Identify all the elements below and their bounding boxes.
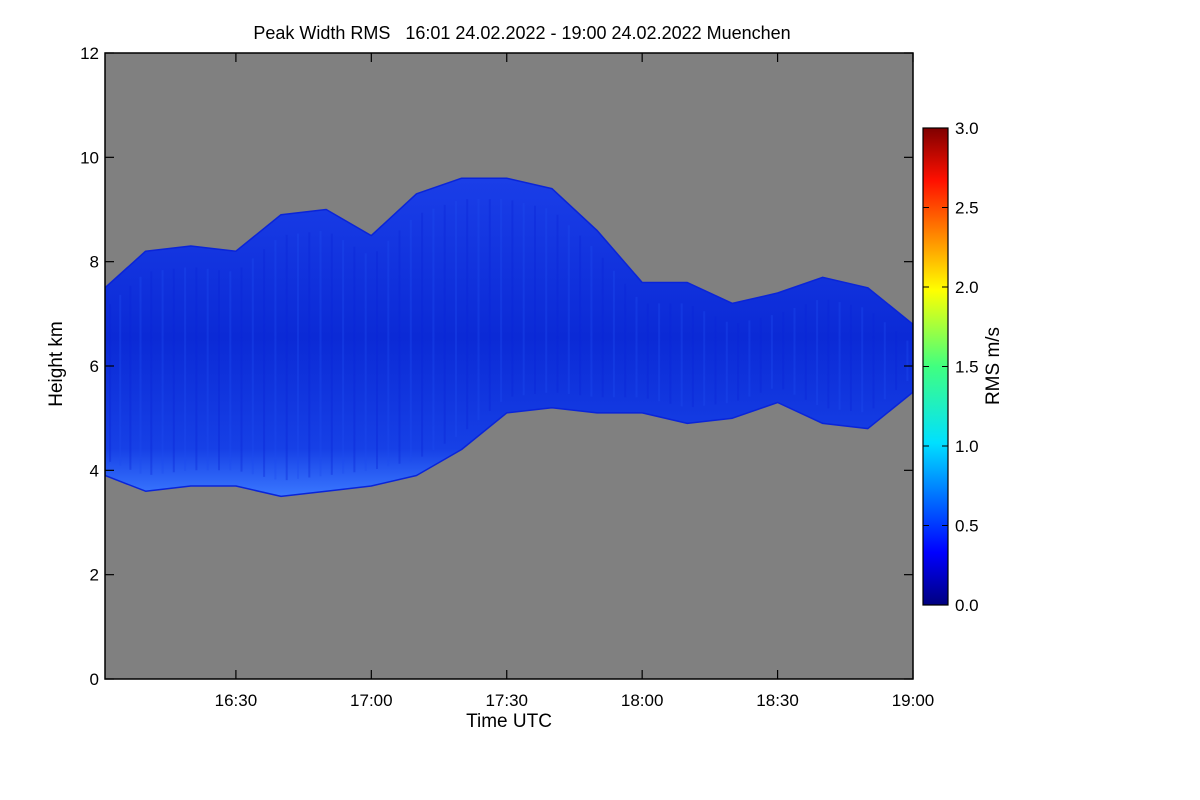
colorbar-ticks: 0.0 0.5 1.0 1.5 2.0 2.5 3.0 [923,119,979,615]
colorbar-tick-label: 0.0 [955,596,979,615]
y-axis-label: Height km [46,321,67,407]
chart-title: Peak Width RMS 16:01 24.02.2022 - 19:00 … [253,23,790,43]
y-tick-label: 8 [90,253,99,272]
y-tick-label: 2 [90,566,99,585]
colorbar-tick-label: 2.5 [955,199,979,218]
x-axis: 16:30 17:00 17:30 18:00 18:30 19:00 [215,53,935,710]
colorbar-tick-label: 3.0 [955,119,979,138]
colorbar-tick-label: 1.0 [955,437,979,456]
y-tick-label: 6 [90,357,99,376]
colorbar-label: RMS m/s [983,327,1004,405]
colorbar-tick-label: 1.5 [955,358,979,377]
colorbar-tick-label: 0.5 [955,517,979,536]
x-tick-label: 16:30 [215,691,258,710]
x-tick-label: 18:00 [621,691,664,710]
y-tick-label: 4 [90,461,99,480]
x-tick-label: 18:30 [756,691,799,710]
x-tick-label: 17:30 [485,691,528,710]
x-tick-label: 19:00 [892,691,935,710]
y-tick-label: 10 [80,148,99,167]
echo-layer [105,177,913,498]
echo-region [105,177,913,498]
colorbar-tick-label: 2.0 [955,278,979,297]
x-tick-label: 17:00 [350,691,393,710]
y-tick-label: 12 [80,44,99,63]
y-axis: 0 2 4 6 8 10 12 [80,44,913,689]
y-tick-label: 0 [90,670,99,689]
x-axis-label: Time UTC [466,711,552,732]
